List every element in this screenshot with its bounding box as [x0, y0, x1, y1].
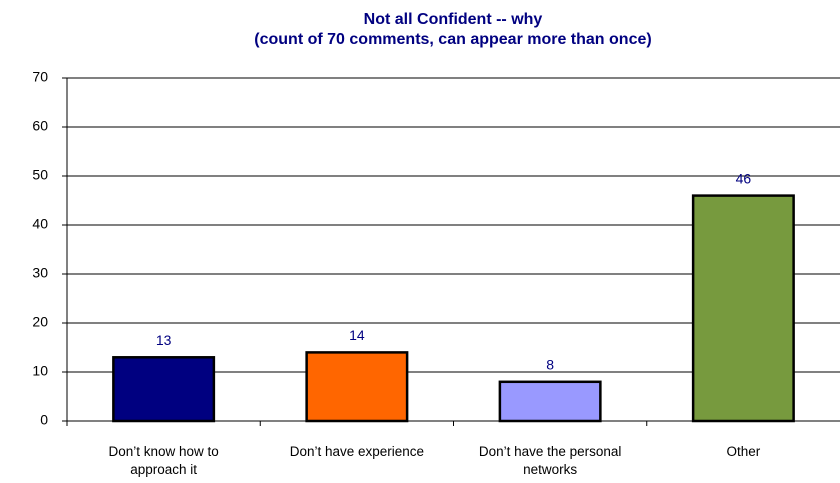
value-label: 13 [156, 332, 172, 348]
y-tick-label: 10 [32, 363, 48, 379]
chart-subtitle: (count of 70 comments, can appear more t… [254, 31, 651, 48]
value-label: 8 [546, 357, 554, 373]
y-tick-label: 50 [32, 167, 48, 183]
chart-title: Not all Confident -- why [364, 11, 543, 28]
y-tick-label: 40 [32, 216, 48, 232]
y-tick-label: 0 [40, 412, 48, 428]
y-tick-label: 20 [32, 314, 48, 330]
y-tick-label: 60 [32, 118, 48, 134]
y-tick-label: 30 [32, 265, 48, 281]
bar [498, 380, 602, 423]
value-label: 14 [349, 327, 365, 343]
x-tick-label: Don’t have experience [289, 444, 425, 459]
value-label: 46 [736, 170, 752, 186]
bar [112, 356, 216, 423]
bar [305, 351, 409, 423]
x-tick-label: Don’t know how to approach it [108, 444, 219, 477]
y-tick-label: 70 [32, 69, 48, 85]
bar [691, 194, 795, 423]
x-tick-label: Don’t have the personal networks [478, 444, 622, 477]
x-tick-label: Other [726, 444, 761, 459]
